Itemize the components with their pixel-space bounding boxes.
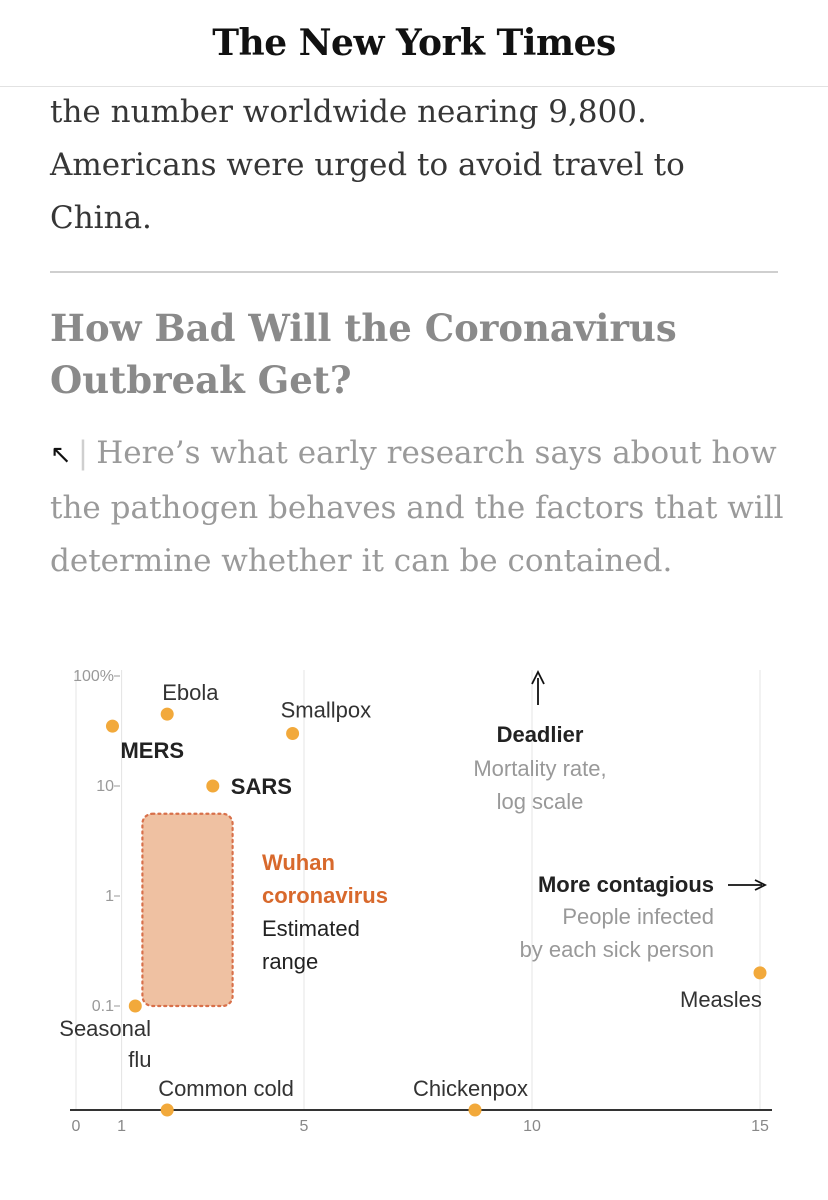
data-point-ebola bbox=[160, 707, 174, 721]
contagious-desc: People infected bbox=[562, 904, 714, 929]
x-tick-label: 0 bbox=[72, 1118, 81, 1135]
article-line: Americans were urged to avoid travel to bbox=[50, 147, 685, 183]
arrow-up-left-icon: ↖ bbox=[50, 440, 72, 470]
data-point-seasonal-flu bbox=[128, 999, 142, 1013]
x-tick-label: 10 bbox=[523, 1118, 541, 1135]
masthead: The New York Times bbox=[0, 0, 828, 87]
related-headline[interactable]: How Bad Will the Coronavirus Outbreak Ge… bbox=[50, 306, 677, 402]
data-label: Measles bbox=[680, 987, 762, 1012]
nyt-logo[interactable]: The New York Times bbox=[212, 22, 616, 64]
contagious-desc: by each sick person bbox=[520, 937, 714, 962]
right-arrow-icon bbox=[754, 879, 768, 891]
data-point-mers bbox=[105, 719, 119, 733]
wuhan-range-title: coronavirus bbox=[262, 883, 388, 908]
x-tick-label: 5 bbox=[300, 1118, 309, 1135]
section-divider bbox=[50, 271, 778, 273]
y-tick-label: 10 bbox=[96, 778, 114, 795]
up-arrow-icon bbox=[531, 669, 545, 685]
data-point-smallpox bbox=[286, 727, 300, 741]
data-label: SARS bbox=[231, 774, 292, 799]
deadlier-title: Deadlier bbox=[497, 722, 584, 747]
wuhan-range-subtitle: range bbox=[262, 949, 318, 974]
data-point-sars bbox=[206, 779, 220, 793]
wuhan-range-subtitle: Estimated bbox=[262, 916, 360, 941]
data-point-chickenpox bbox=[468, 1103, 482, 1117]
summary-divider: | bbox=[77, 435, 89, 471]
data-label: Chickenpox bbox=[413, 1076, 528, 1101]
data-label: flu bbox=[128, 1047, 151, 1072]
data-point-measles bbox=[753, 966, 767, 980]
deadlier-desc: log scale bbox=[497, 789, 584, 814]
deadlier-desc: Mortality rate, bbox=[473, 756, 606, 781]
data-point-common-cold bbox=[160, 1103, 174, 1117]
y-tick-label: 100% bbox=[73, 668, 114, 685]
y-tick-label: 0.1 bbox=[92, 998, 114, 1015]
related-summary[interactable]: ↖ | Here’s what early research says about … bbox=[50, 427, 790, 588]
data-label: Ebola bbox=[162, 680, 219, 705]
data-label: Seasonal bbox=[59, 1016, 151, 1041]
article-line: China. bbox=[50, 200, 152, 236]
x-tick-label: 15 bbox=[751, 1118, 769, 1135]
data-label: Smallpox bbox=[281, 698, 371, 723]
wuhan-range-title: Wuhan bbox=[262, 850, 335, 875]
wuhan-range-box bbox=[141, 812, 234, 1008]
summary-text: Here’s what early research says about ho… bbox=[50, 435, 784, 579]
article-line: the number worldwide nearing 9,800. bbox=[50, 94, 647, 130]
y-tick-label: 1 bbox=[105, 888, 114, 905]
contagious-title: More contagious bbox=[538, 872, 714, 897]
article-body: the number worldwide nearing 9,800. Amer… bbox=[50, 86, 790, 245]
x-tick-label: 1 bbox=[117, 1118, 126, 1135]
data-label: Common cold bbox=[158, 1076, 294, 1101]
data-label: MERS bbox=[120, 738, 184, 763]
